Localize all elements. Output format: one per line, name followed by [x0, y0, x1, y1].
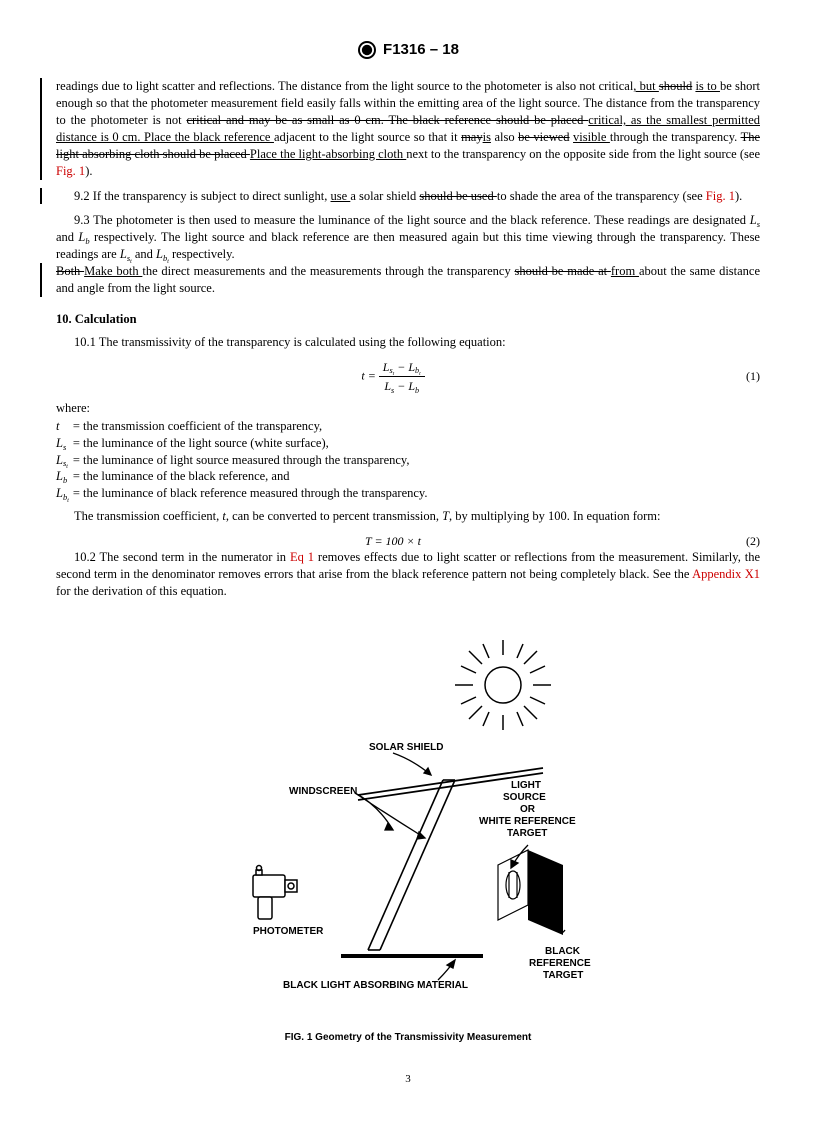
- windscreen-icon: [368, 780, 455, 950]
- svg-text:SOLAR SHIELD: SOLAR SHIELD: [369, 742, 443, 753]
- fig-1-ref[interactable]: Fig. 1: [56, 164, 85, 178]
- svg-text:BLACK LIGHT ABSORBING MATERIAL: BLACK LIGHT ABSORBING MATERIAL: [283, 980, 468, 991]
- para-9-1-cont: readings due to light scatter and reflec…: [56, 78, 760, 179]
- equation-2: T = 100 × t (2): [56, 533, 760, 549]
- eq-1-ref[interactable]: Eq 1: [290, 550, 314, 564]
- photometer-icon: [253, 865, 297, 919]
- fig-1-ref[interactable]: Fig. 1: [706, 189, 735, 203]
- eq-1-number: (1): [730, 368, 760, 384]
- svg-text:BLACK: BLACK: [545, 946, 581, 957]
- svg-text:TARGET: TARGET: [507, 828, 547, 839]
- para-9-3-b: Both Make both the direct measurements a…: [56, 263, 760, 297]
- svg-text:LIGHT: LIGHT: [511, 780, 541, 791]
- svg-text:TARGET: TARGET: [543, 970, 583, 981]
- para-9-2: 9.2 If the transparency is subject to di…: [56, 188, 760, 205]
- para-10-1-b: The transmission coefficient, t, can be …: [56, 508, 760, 525]
- svg-text:SOURCE: SOURCE: [503, 792, 546, 803]
- page-number: 3: [56, 1072, 760, 1087]
- para-9-3-a: 9.3 The photometer is then used to measu…: [56, 212, 760, 263]
- figure-1-caption: FIG. 1 Geometry of the Transmissivity Me…: [56, 1031, 760, 1045]
- astm-logo-icon: [357, 40, 377, 60]
- equation-1: t = Lst − LbtLs − Lb (1): [56, 359, 760, 394]
- where-label: where:: [56, 400, 760, 417]
- appendix-x1-ref[interactable]: Appendix X1: [692, 567, 760, 581]
- eq-2-number: (2): [730, 533, 760, 549]
- svg-text:PHOTOMETER: PHOTOMETER: [253, 926, 324, 937]
- svg-text:OR: OR: [520, 804, 536, 815]
- figure-1: SOLAR SHIELD WINDSCREEN LIGHT SOURCE OR …: [56, 640, 760, 1044]
- standard-number: F1316 – 18: [383, 41, 459, 58]
- svg-text:REFERENCE: REFERENCE: [529, 958, 591, 969]
- definitions-table: t= the transmission coefficient of the t…: [56, 418, 432, 502]
- absorbing-material-icon: [341, 954, 483, 958]
- svg-text:WHITE REFERENCE: WHITE REFERENCE: [479, 816, 576, 827]
- sun-icon: [455, 640, 551, 730]
- section-10-head: 10. Calculation: [56, 311, 760, 328]
- page-header: F1316 – 18: [56, 40, 760, 60]
- para-10-1: 10.1 The transmissivity of the transpare…: [56, 334, 760, 351]
- svg-text:WINDSCREEN: WINDSCREEN: [289, 786, 357, 797]
- para-10-2: 10.2 The second term in the numerator in…: [56, 549, 760, 600]
